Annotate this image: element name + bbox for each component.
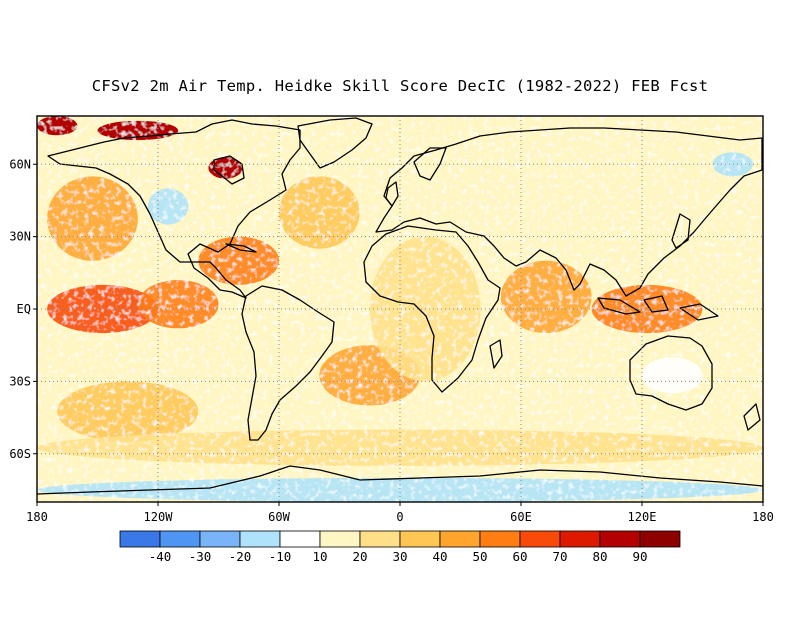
lon-tick-label: 0	[396, 510, 403, 524]
field-region-arabian-sea-indian-ocean	[500, 260, 592, 334]
colorbar-label: 90	[632, 549, 647, 564]
colorbar-label: 70	[552, 549, 567, 564]
field-region-eurasia-interior	[460, 140, 642, 225]
field-region-australia-interior	[642, 357, 703, 394]
axis-ticks: 60N 30N EQ 30S 60S 180 120W 60W 0 60E 120E 180	[9, 157, 774, 524]
lon-tick-label: 120W	[144, 510, 174, 524]
colorbar-label: 60	[512, 549, 527, 564]
field-region-kamchatka	[712, 152, 753, 177]
colorbar-label: 40	[432, 549, 447, 564]
colorbar: -40 -30 -20 -10 10 20 30 40 50 60 70 80 90	[119, 530, 681, 564]
colorbar-swatch	[599, 530, 641, 548]
colorbar-label: 80	[592, 549, 607, 564]
colorbar-label: 30	[392, 549, 407, 564]
field-region-north-atlantic	[279, 176, 360, 249]
coastlines	[37, 117, 763, 495]
lon-tick-label: 60W	[268, 510, 290, 524]
lon-tick-label: 120E	[628, 510, 657, 524]
colorbar-label: -10	[269, 549, 292, 564]
colorbar-swatch	[119, 530, 161, 548]
colorbar-label: 20	[352, 549, 367, 564]
field-region-south-pacific	[57, 381, 199, 442]
gridlines	[37, 116, 763, 502]
colorbar-swatch	[239, 530, 281, 548]
lon-tick-label: 60E	[510, 510, 532, 524]
field-region-northeast-pacific	[47, 176, 138, 261]
field-region-hudson-bay	[208, 157, 243, 179]
colorbar-swatch	[639, 530, 681, 548]
colorbar-swatch	[319, 530, 361, 548]
colorbar-swatch	[439, 530, 481, 548]
colorbar-swatch	[519, 530, 561, 548]
colorbar-label: 50	[472, 549, 487, 564]
lat-tick-label: 30N	[9, 230, 31, 244]
lat-tick-label: 60S	[9, 447, 31, 461]
colorbar-swatch	[479, 530, 521, 548]
colorbar-swatch	[279, 530, 321, 548]
chart-title: CFSv2 2m Air Temp. Heidke Skill Score De…	[91, 77, 709, 95]
field-region-antarctic-coast	[37, 477, 763, 502]
lat-tick-label: 60N	[9, 157, 31, 171]
colorbar-swatch	[359, 530, 401, 548]
lat-tick-label: 30S	[9, 374, 31, 388]
colorbar-label: -20	[229, 549, 252, 564]
field-region-tropical-east-pacific	[47, 284, 159, 334]
field-region-western-arctic	[37, 116, 78, 136]
lat-tick-label: EQ	[17, 302, 31, 316]
colorbar-label: -30	[189, 549, 212, 564]
colorbar-swatch	[159, 530, 201, 548]
colorbar-label: -40	[149, 549, 172, 564]
field-region-southern-ocean	[37, 429, 763, 466]
colorbar-label: 10	[312, 549, 327, 564]
lon-tick-label: 180	[752, 510, 774, 524]
field-region-maritime-continent	[591, 284, 703, 334]
field-region-central-tropical-pacific	[137, 280, 219, 329]
colorbar-swatch	[199, 530, 241, 548]
colorbar-swatch	[399, 530, 441, 548]
field-region-gulf-of-mexico-caribbean	[198, 236, 279, 285]
field-region-western-us	[147, 188, 189, 225]
lon-tick-label: 180	[26, 510, 48, 524]
colorbar-swatch	[559, 530, 601, 548]
